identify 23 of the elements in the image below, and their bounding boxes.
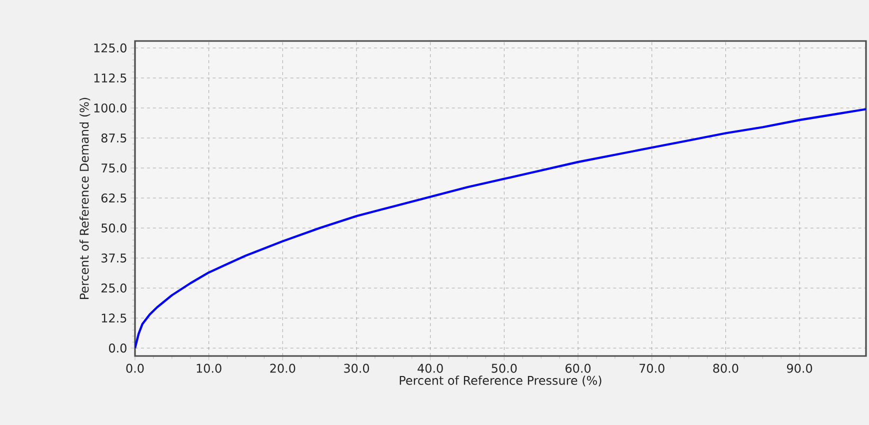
y-tick-label: 62.5 [101, 193, 126, 203]
y-tick-label: 12.5 [102, 314, 126, 323]
y-tick-label: 50.0 [102, 224, 126, 233]
y-tick-label: 125.0 [94, 43, 126, 52]
x-tick-label: 50.0 [492, 364, 517, 373]
y-tick-label: 87.5 [101, 133, 126, 143]
y-tick-label: 37.5 [102, 254, 126, 263]
y-tick-label: 75.0 [102, 163, 126, 173]
x-tick-label: 70.0 [640, 364, 664, 373]
x-tick-label: 80.0 [713, 364, 738, 373]
x-tick-label: 20.0 [270, 364, 296, 373]
y-axis-title: Percent of Reference Demand (%) [80, 98, 90, 299]
x-tick-label: 40.0 [418, 364, 443, 373]
x-tick-label: 30.0 [344, 364, 370, 373]
x-tick-label: 90.0 [786, 364, 812, 373]
x-tick-label: 60.0 [566, 364, 591, 373]
x-tick-label: 0.0 [126, 364, 144, 373]
x-tick-label: 10.0 [196, 364, 222, 373]
x-axis-title: Percent of Reference Pressure (%) [400, 376, 602, 386]
y-tick-label: 0.0 [108, 344, 126, 353]
y-tick-label: 100.0 [94, 103, 126, 113]
y-tick-label: 25.0 [101, 284, 126, 293]
y-tick-label: 112.5 [94, 73, 126, 82]
